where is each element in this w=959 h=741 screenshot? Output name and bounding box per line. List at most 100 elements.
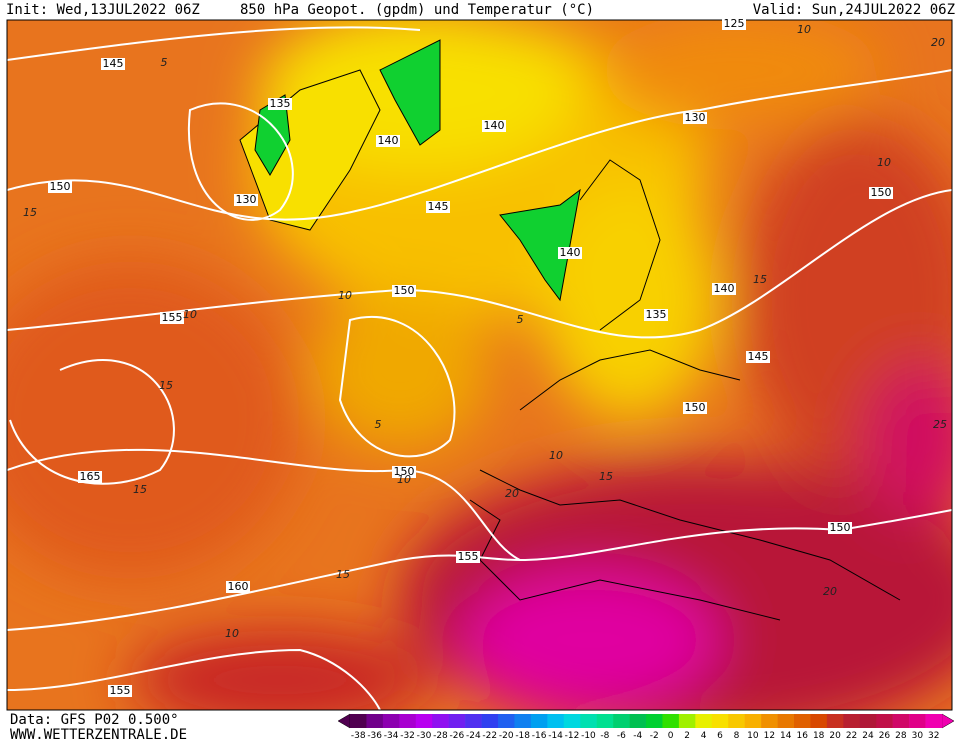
colorbar-swatch	[892, 714, 910, 728]
geopotential-label: 160	[228, 580, 249, 593]
geopotential-label: 125	[724, 17, 745, 30]
geopotential-label: 140	[560, 246, 581, 259]
map-area	[7, 20, 952, 710]
colorbar-label: 0	[668, 731, 674, 741]
temperature-label: 10	[183, 308, 197, 321]
coastlines	[469, 159, 901, 621]
colorbar-label: 14	[780, 731, 792, 741]
colorbar-swatch	[448, 714, 466, 728]
colorbar-swatch	[481, 714, 499, 728]
colorbar-label: -4	[633, 731, 642, 741]
colorbar-label: -38	[351, 731, 366, 741]
temperature-label: 10	[797, 23, 811, 36]
geopotential-label: 130	[236, 193, 257, 206]
colorbar-swatch	[876, 714, 893, 728]
geopotential-label: 145	[428, 200, 449, 213]
label-box	[828, 522, 852, 534]
colorbar-swatch	[909, 714, 926, 728]
colorbar-label: -32	[400, 731, 415, 741]
label-box	[482, 120, 506, 132]
colorbar-swatch	[810, 714, 828, 728]
temperature-label: 5	[375, 418, 382, 431]
temperature-label: 20	[823, 585, 837, 598]
colorbar-swatch	[382, 714, 400, 728]
colorbar-label: 6	[717, 731, 723, 741]
colorbar-label: 18	[813, 731, 825, 741]
colorbar-label: -18	[515, 731, 530, 741]
colorbar-label: -6	[617, 731, 626, 741]
colorbar-label: -36	[367, 731, 382, 741]
label-box	[234, 194, 258, 206]
map-frame	[6, 19, 953, 711]
label-box	[268, 98, 292, 110]
geopotential-label: 165	[80, 470, 101, 483]
colorbar-label: -24	[466, 731, 481, 741]
temperature-label: 10	[338, 289, 352, 302]
temperature-label: 15	[753, 273, 767, 286]
label-box	[108, 685, 132, 697]
colorbar-swatch	[662, 714, 680, 728]
colorbar-swatch	[596, 714, 614, 728]
colorbar-label: -8	[600, 731, 609, 741]
geopotential-label: 140	[378, 134, 399, 147]
colorbar-end	[941, 713, 955, 729]
temperature-label: 10	[549, 449, 563, 462]
colorbar-swatch	[415, 714, 433, 728]
colorbar-label: 32	[928, 731, 939, 741]
temperature-label: 25	[933, 418, 947, 431]
colorbar-swatch	[366, 714, 384, 728]
colorbar-swatch	[530, 714, 548, 728]
temperature-label: 20	[505, 487, 519, 500]
colorbar-label: -26	[450, 731, 465, 741]
colorbar-swatch	[744, 714, 762, 728]
label-box	[456, 551, 480, 563]
colorbar-label: 30	[912, 731, 924, 741]
colorbar-swatch	[728, 714, 745, 728]
geopotential-label: 140	[714, 282, 735, 295]
label-box	[376, 135, 400, 147]
colorbar-label: 8	[734, 731, 740, 741]
label-box	[869, 187, 893, 199]
label-box	[392, 285, 416, 297]
colorbar-swatch	[399, 714, 417, 728]
temperature-label: 15	[23, 206, 37, 219]
temperature-label: 15	[336, 568, 350, 581]
colorbar-swatch	[761, 714, 778, 728]
data-source: Data: GFS P02 0.500°	[10, 712, 179, 728]
colorbar-label: -14	[548, 731, 563, 741]
colorbar-swatch	[777, 714, 795, 728]
colorbar-label: -10	[581, 731, 596, 741]
temperature-label: 10	[877, 156, 891, 169]
colorbar-swatch	[646, 714, 663, 728]
geopotential-label: 150	[830, 521, 851, 534]
colorbar-label: -34	[384, 731, 399, 741]
colorbar-label: 22	[846, 731, 857, 741]
colorbar-label: 16	[796, 731, 808, 741]
label-box	[426, 201, 450, 213]
valid-time: Valid: Sun,24JUL2022 06Z	[753, 2, 955, 18]
temperature-label: 15	[159, 379, 173, 392]
geopotential-contours	[7, 26, 952, 710]
colorbar-swatch	[843, 714, 861, 728]
colorbar-swatch	[859, 714, 877, 728]
colorbar-label: -28	[433, 731, 448, 741]
land-ice	[239, 39, 581, 302]
colorbar-label: 12	[764, 731, 775, 741]
temperature-label: 10	[397, 473, 411, 486]
colorbar-label: 4	[701, 731, 707, 741]
colorbar-swatch	[613, 714, 630, 728]
temperature-label: 5	[517, 313, 524, 326]
colorbar-label: 26	[879, 731, 891, 741]
label-box	[78, 471, 102, 483]
init-time: Init: Wed,13JUL2022 06Z	[6, 2, 200, 18]
colorbar-end	[337, 713, 351, 729]
website: WWW.WETTERZENTRALE.DE	[10, 727, 187, 741]
geopotential-label: 145	[103, 57, 124, 70]
label-box	[644, 309, 668, 321]
colorbar-swatch	[432, 714, 449, 728]
colorbar-swatch	[794, 714, 811, 728]
geopotential-label: 150	[50, 180, 71, 193]
geopotential-label: 145	[748, 350, 769, 363]
temperature-label: 10	[225, 627, 239, 640]
temperature-label: 15	[133, 483, 147, 496]
